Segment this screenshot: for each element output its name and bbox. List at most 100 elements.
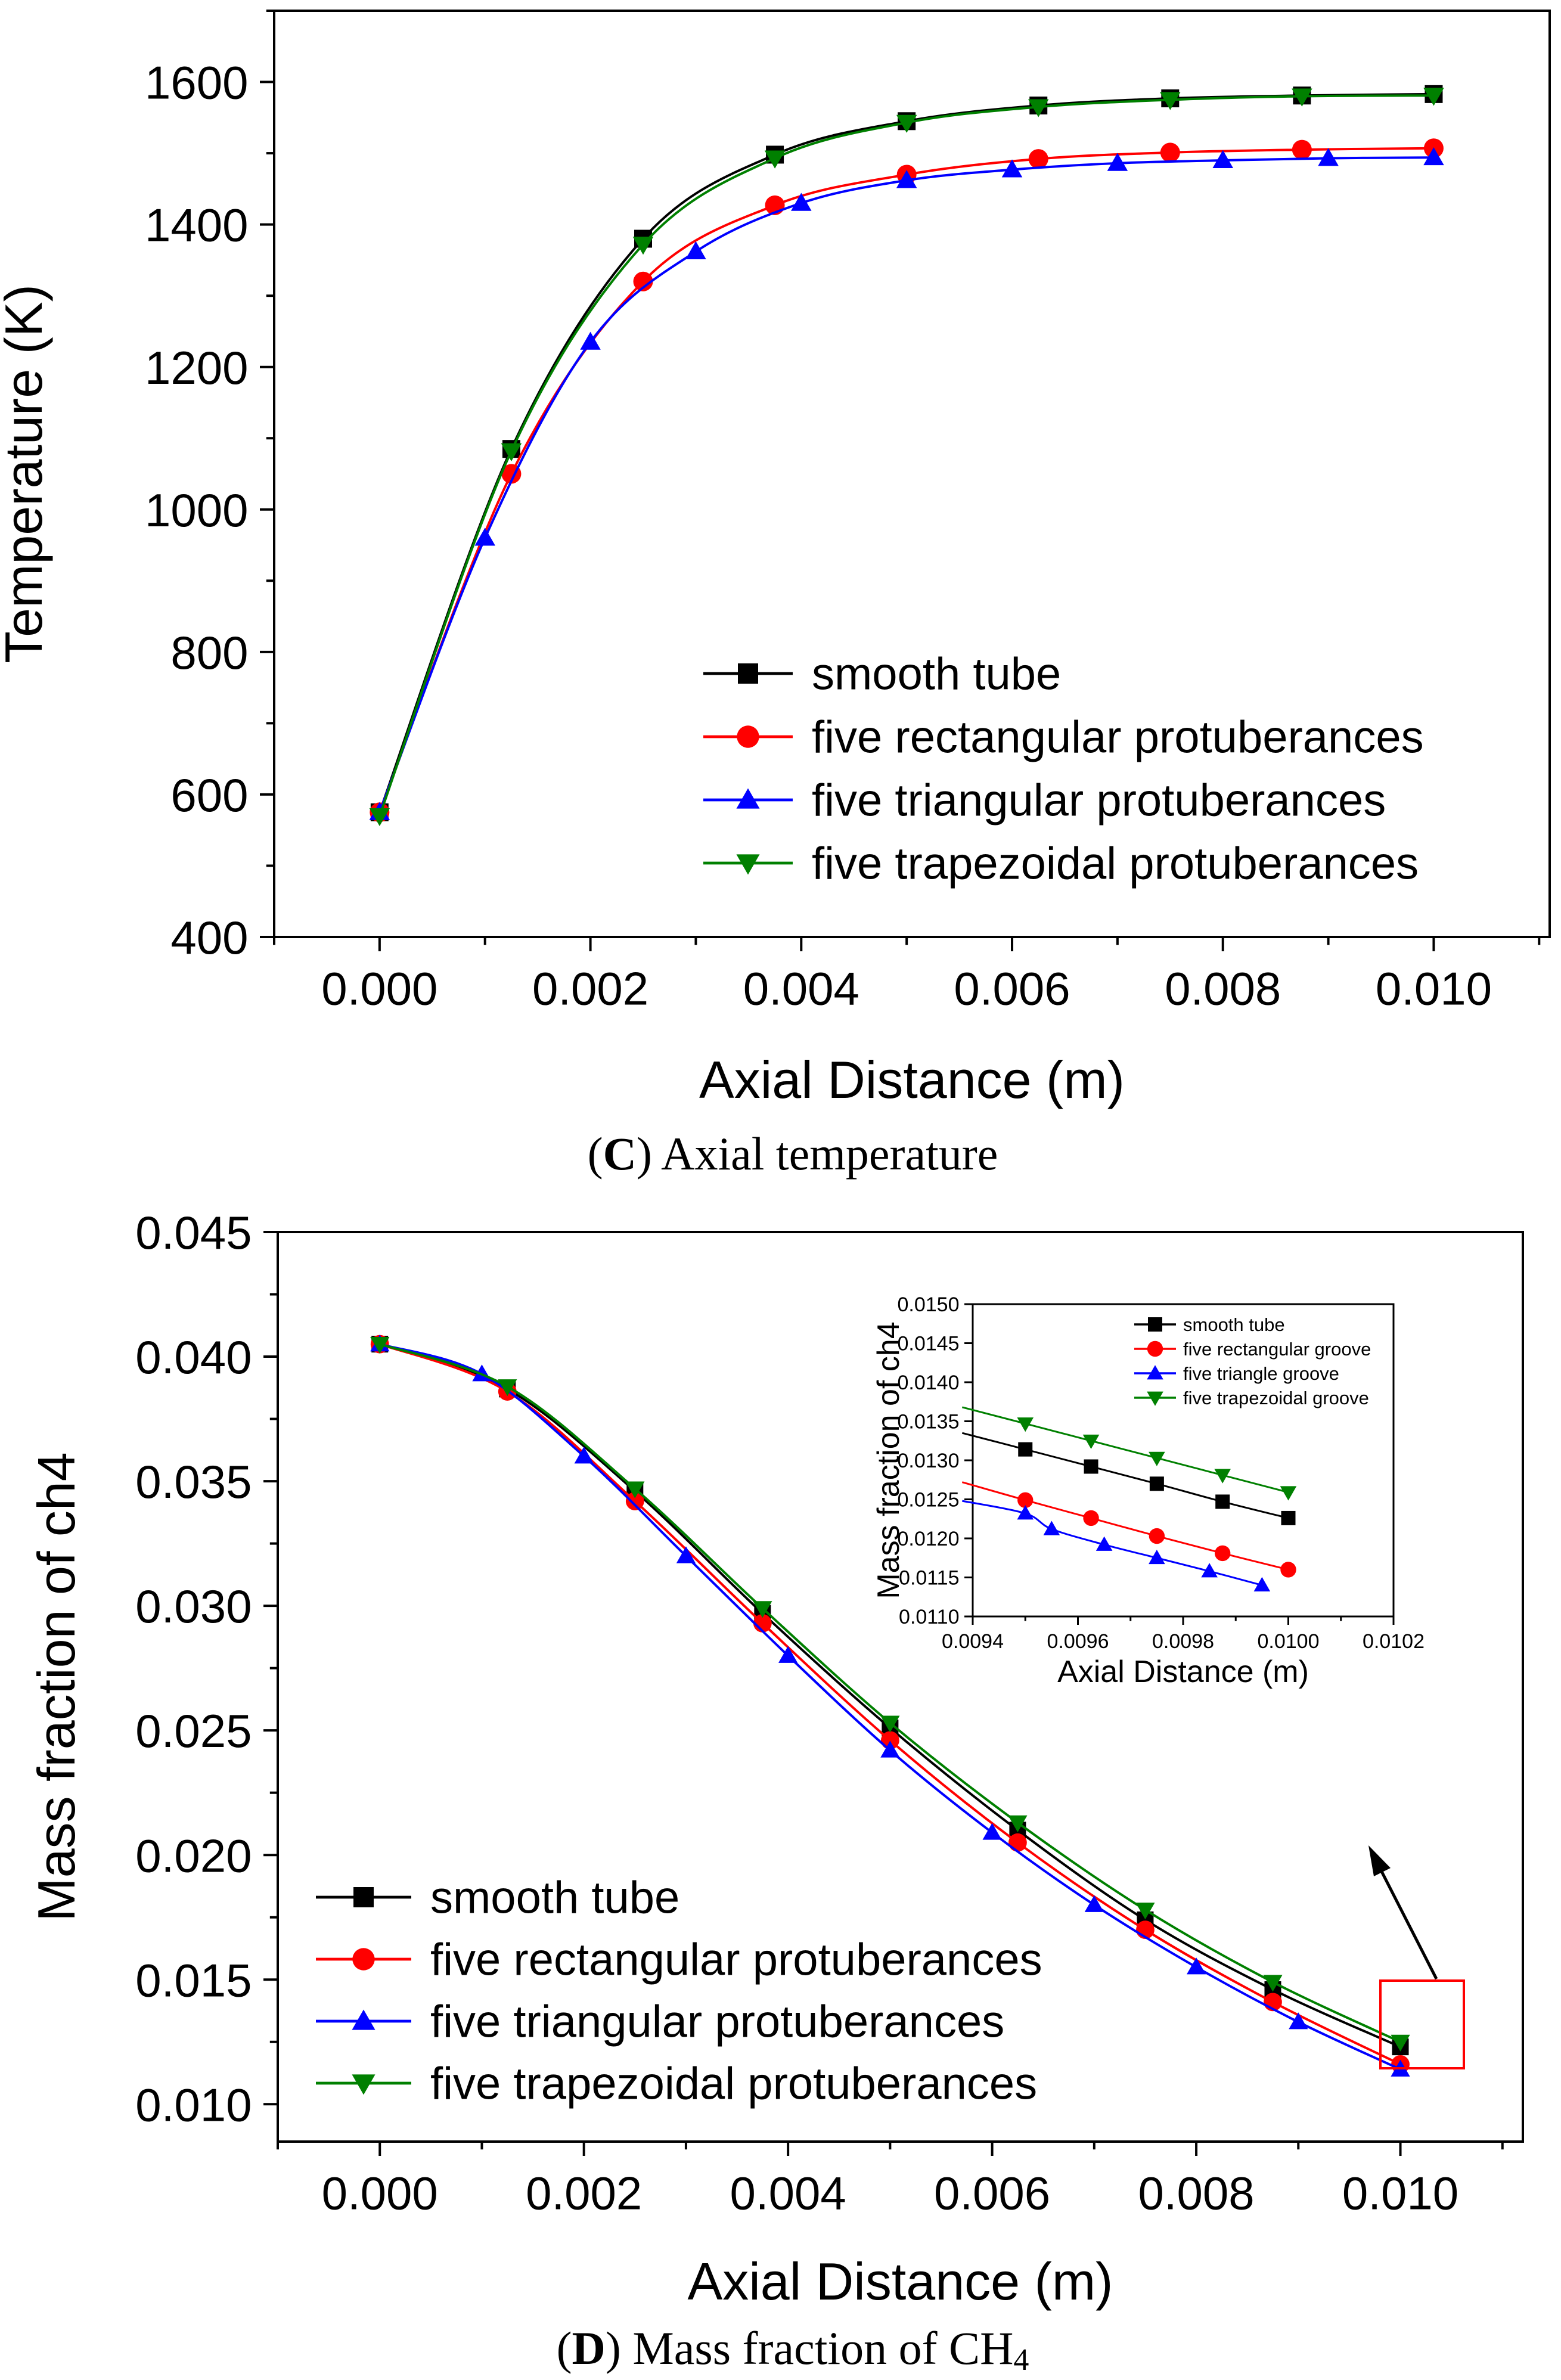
y-tick-label: 0.0120 bbox=[898, 1528, 960, 1550]
data-point bbox=[574, 1447, 594, 1464]
series-line bbox=[961, 1406, 1289, 1494]
data-point bbox=[1001, 159, 1023, 178]
data-point bbox=[633, 271, 653, 291]
data-point bbox=[1280, 1486, 1297, 1501]
legend: smooth tube five rectangular groove five t… bbox=[1134, 1314, 1371, 1408]
series-triangle-up bbox=[370, 1335, 1410, 2077]
data-point bbox=[632, 237, 654, 255]
x-tick-label: 0.010 bbox=[1376, 963, 1492, 1015]
series-line bbox=[379, 1343, 1401, 2071]
data-point bbox=[1292, 139, 1312, 160]
series-triangle-up bbox=[962, 1500, 1271, 1591]
series-square bbox=[961, 1432, 1296, 1525]
data-point bbox=[1008, 1815, 1028, 1832]
zoom-box bbox=[1379, 1979, 1465, 2069]
y-tick-label: 0.035 bbox=[135, 1456, 252, 1508]
series-line bbox=[961, 1481, 1289, 1571]
data-point bbox=[474, 527, 495, 546]
series-triangle-down bbox=[369, 88, 1444, 827]
legend-marker bbox=[736, 788, 760, 809]
data-point bbox=[778, 1646, 798, 1663]
data-point bbox=[1149, 1451, 1165, 1466]
x-tick-label: 0.010 bbox=[1342, 2167, 1458, 2220]
data-point bbox=[1263, 1975, 1283, 1992]
series-line bbox=[378, 94, 1434, 817]
data-point bbox=[1289, 2012, 1308, 2030]
x-tick-label: 0.006 bbox=[954, 963, 1070, 1015]
data-point bbox=[1082, 1434, 1100, 1450]
data-point bbox=[753, 1601, 772, 1618]
x-tick-label: 0.0096 bbox=[1047, 1630, 1109, 1653]
data-point bbox=[1292, 88, 1312, 107]
series-circle bbox=[961, 1481, 1296, 1578]
data-point bbox=[1084, 1895, 1104, 1912]
data-point bbox=[1253, 1577, 1271, 1591]
zoom-annotation bbox=[1368, 1845, 1465, 2069]
legend-marker bbox=[353, 1887, 374, 1907]
data-point bbox=[896, 114, 917, 133]
legend-marker bbox=[352, 1948, 375, 1971]
data-point bbox=[764, 150, 786, 169]
y-tick-label: 1400 bbox=[145, 199, 249, 252]
y-axis-label: Mass fraction of ch4 bbox=[871, 1321, 906, 1599]
x-tick-label: 0.0102 bbox=[1363, 1630, 1425, 1653]
legend-label: five triangular protuberances bbox=[812, 775, 1386, 826]
data-point bbox=[498, 1379, 517, 1397]
legend-label: five rectangular protuberances bbox=[812, 712, 1424, 763]
data-point bbox=[1423, 88, 1444, 106]
data-point bbox=[1318, 148, 1339, 166]
data-point bbox=[625, 1481, 645, 1498]
data-point bbox=[1084, 1459, 1098, 1474]
x-tick-label: 0.004 bbox=[743, 963, 859, 1015]
inset-chart: 0.0094 0.0096 0.0098 0.0100 0.0102 0.0110 0.01… bbox=[871, 1293, 1425, 1689]
y-tick-label: 0.040 bbox=[135, 1331, 252, 1383]
data-point bbox=[1096, 1536, 1113, 1551]
data-point bbox=[1212, 150, 1233, 168]
x-tick-label: 0.0100 bbox=[1258, 1630, 1320, 1653]
legend-label: smooth tube bbox=[430, 1873, 679, 1923]
data-point bbox=[1281, 1510, 1296, 1525]
y-tick-label: 0.0135 bbox=[898, 1411, 960, 1433]
plot-frame bbox=[273, 10, 1551, 938]
x-tick-label: 0.000 bbox=[322, 2167, 438, 2220]
data-point bbox=[369, 808, 390, 827]
legend-label: five rectangular protuberances bbox=[430, 1935, 1042, 1985]
x-axis-label: Axial Distance (m) bbox=[699, 1050, 1125, 1109]
data-point bbox=[1215, 1494, 1230, 1509]
data-point bbox=[1149, 1528, 1165, 1544]
y-axis-label: Temperature (K) bbox=[0, 284, 53, 663]
data-point bbox=[1135, 1903, 1155, 1920]
legend-label: five trapezoidal groove bbox=[1183, 1388, 1369, 1408]
legend-marker bbox=[1148, 1317, 1162, 1332]
y-tick-label: 0.025 bbox=[135, 1705, 252, 1757]
data-point bbox=[676, 1546, 696, 1563]
legend-marker bbox=[352, 2009, 375, 2030]
data-point bbox=[1423, 147, 1444, 166]
y-tick-label: 0.015 bbox=[135, 1954, 252, 2006]
legend: smooth tube five rectangular protuberance… bbox=[316, 1873, 1042, 2109]
y-tick-label: 0.0130 bbox=[898, 1450, 960, 1472]
legend-marker bbox=[1147, 1365, 1163, 1380]
x-tick-label: 0.0094 bbox=[942, 1630, 1004, 1653]
y-tick-label: 0.0150 bbox=[898, 1293, 960, 1316]
series-square bbox=[370, 85, 1443, 821]
x-axis-label: Axial Distance (m) bbox=[1057, 1655, 1309, 1689]
data-point bbox=[880, 1715, 900, 1733]
legend-marker bbox=[1147, 1391, 1163, 1406]
legend-label: five trapezoidal protuberances bbox=[812, 839, 1419, 889]
series-line bbox=[961, 1432, 1289, 1519]
data-point bbox=[1028, 99, 1049, 117]
temperature-chart: 0.000 0.002 0.004 0.006 0.008 0.010 400 600 800 1… bbox=[0, 10, 1551, 1109]
data-point bbox=[1008, 1833, 1027, 1852]
caption-d: (D) Mass fraction of CH4 bbox=[557, 2322, 1029, 2377]
x-tick-label: 0.006 bbox=[934, 2167, 1050, 2220]
y-tick-label: 0.030 bbox=[135, 1580, 252, 1633]
legend: smooth tube five rectangular protuberance… bbox=[703, 649, 1424, 889]
y-tick-label: 600 bbox=[170, 769, 248, 821]
data-point bbox=[370, 1337, 390, 1354]
x-tick-label: 0.004 bbox=[730, 2167, 846, 2220]
data-point bbox=[1160, 142, 1180, 163]
y-tick-label: 800 bbox=[170, 626, 248, 679]
data-point bbox=[896, 170, 917, 188]
y-tick-label: 0.0140 bbox=[898, 1371, 960, 1394]
